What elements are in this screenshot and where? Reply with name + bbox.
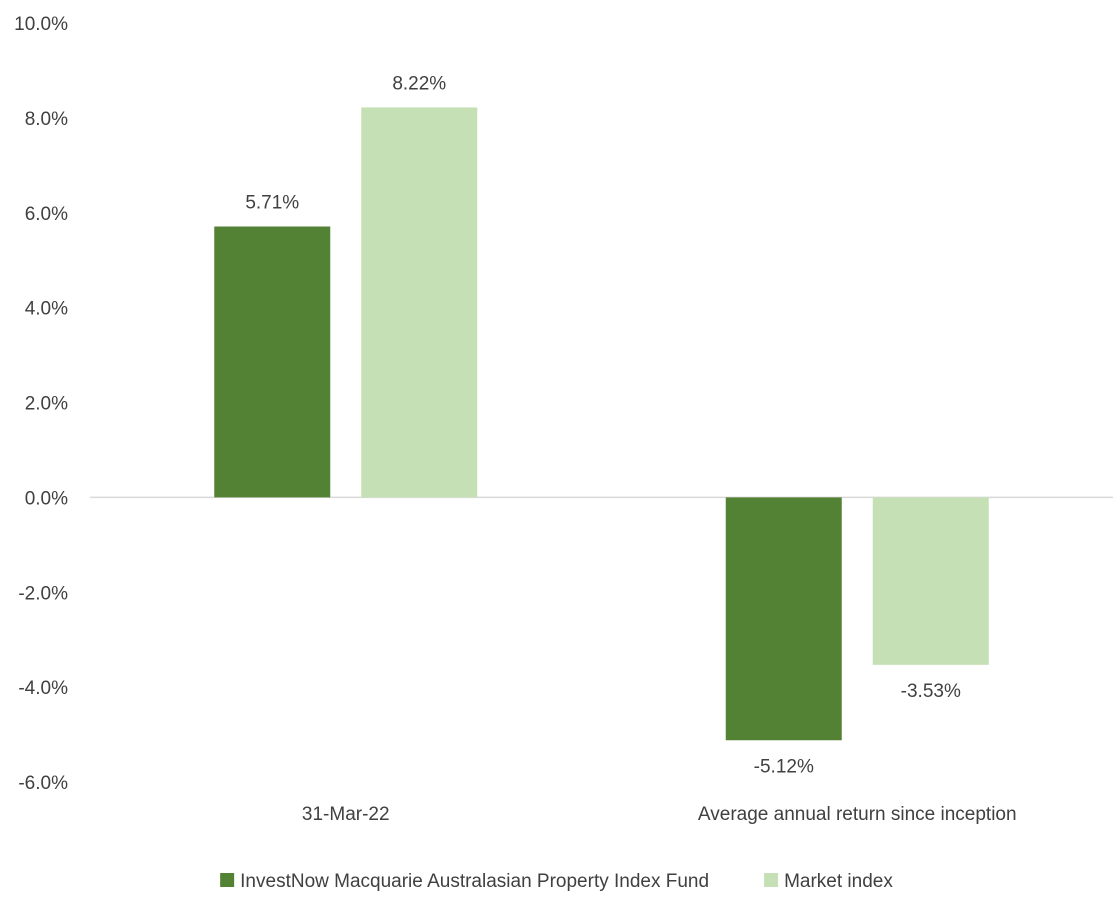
legend-swatch xyxy=(220,873,235,887)
bar-series-1-cat-0 xyxy=(361,107,478,498)
y-tick-label: -4.0% xyxy=(18,678,68,699)
legend: InvestNow Macquarie Australasian Propert… xyxy=(220,871,893,892)
bars-group xyxy=(214,107,989,741)
data-label: 8.22% xyxy=(392,73,446,94)
category-labels-group: 31-Mar-22 Average annual return since inc… xyxy=(302,804,1017,825)
data-label: 5.71% xyxy=(245,193,299,214)
bar-series-1-cat-1 xyxy=(872,497,989,665)
y-tick-label: 2.0% xyxy=(25,394,68,415)
legend-swatch xyxy=(764,873,779,887)
data-labels-group: 5.71% 8.22% -5.12% -3.53% xyxy=(245,73,961,777)
category-label: 31-Mar-22 xyxy=(302,804,390,825)
bar-series-0-cat-0 xyxy=(214,226,331,498)
y-tick-label: 4.0% xyxy=(25,299,68,320)
y-tick-label: -6.0% xyxy=(18,773,68,794)
data-label: -5.12% xyxy=(754,756,814,777)
data-label: -3.53% xyxy=(901,681,961,702)
y-tick-label: 10.0% xyxy=(14,14,68,35)
y-tick-label: 0.0% xyxy=(25,488,68,509)
y-tick-label: 6.0% xyxy=(25,204,68,225)
legend-label: Market index xyxy=(784,871,893,892)
category-label: Average annual return since inception xyxy=(698,804,1017,825)
y-tick-label: 8.0% xyxy=(25,109,68,130)
legend-label: InvestNow Macquarie Australasian Propert… xyxy=(240,871,709,892)
y-axis-ticks: -6.0% -4.0% -2.0% 0.0% 2.0% 4.0% 6.0% 8.0% 10.0% xyxy=(14,14,68,794)
y-tick-label: -2.0% xyxy=(18,583,68,604)
bar-series-0-cat-1 xyxy=(725,497,842,741)
